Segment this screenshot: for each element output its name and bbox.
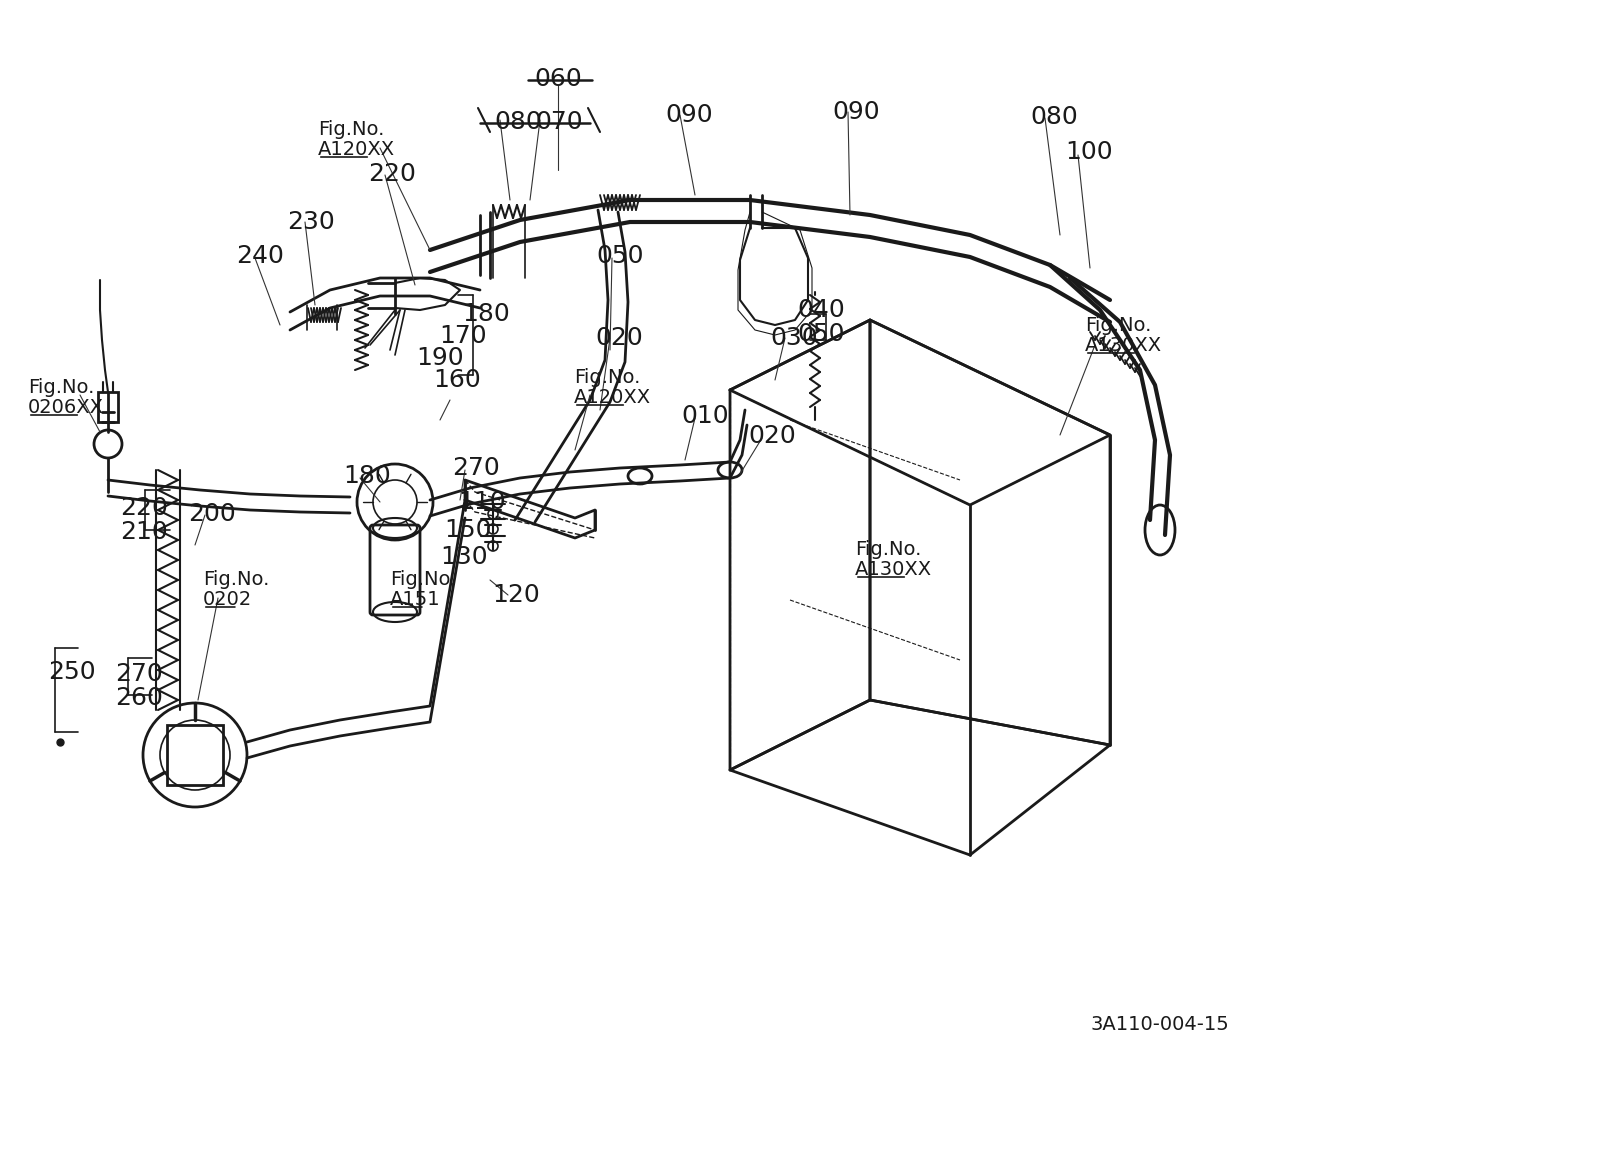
Text: 080: 080	[1030, 104, 1078, 129]
Text: 3A110-004-15: 3A110-004-15	[1090, 1015, 1229, 1034]
Text: Fig.No.: Fig.No.	[1085, 316, 1152, 336]
Text: 090: 090	[666, 103, 712, 127]
Text: 230: 230	[286, 210, 334, 235]
Text: 220: 220	[120, 496, 168, 520]
Text: 100: 100	[1066, 140, 1112, 164]
Text: 020: 020	[749, 424, 795, 448]
Text: 120: 120	[493, 583, 539, 607]
Text: 050: 050	[797, 322, 845, 346]
Text: 270: 270	[453, 456, 499, 479]
Text: 190: 190	[416, 346, 464, 370]
Text: 220: 220	[368, 163, 416, 186]
Text: 070: 070	[534, 110, 582, 134]
Text: 250: 250	[48, 659, 96, 684]
Text: A120XX: A120XX	[574, 388, 651, 408]
Text: 130: 130	[440, 545, 488, 569]
Text: 050: 050	[595, 244, 643, 268]
Text: Fig.No.: Fig.No.	[318, 120, 384, 139]
Text: 180: 180	[342, 464, 390, 488]
Text: Fig.No.: Fig.No.	[574, 368, 640, 387]
Text: Fig.No.: Fig.No.	[203, 570, 269, 589]
Text: 060: 060	[534, 67, 582, 91]
Text: 260: 260	[115, 686, 163, 711]
Text: Fig.No.: Fig.No.	[29, 378, 94, 397]
Text: Fig.No.: Fig.No.	[854, 540, 922, 558]
Text: 0206XX: 0206XX	[29, 398, 104, 417]
Text: 090: 090	[832, 100, 880, 124]
Text: 110: 110	[458, 490, 506, 514]
Text: 270: 270	[115, 662, 163, 686]
Text: 180: 180	[462, 302, 510, 326]
Text: Fig.No.: Fig.No.	[390, 570, 456, 589]
Bar	[98, 392, 118, 421]
Text: 080: 080	[494, 110, 542, 134]
Text: 210: 210	[120, 520, 168, 545]
Text: 030: 030	[770, 326, 818, 349]
Text: 020: 020	[595, 326, 643, 349]
Text: 240: 240	[237, 244, 283, 268]
Text: A151: A151	[390, 590, 440, 610]
Text: 0202: 0202	[203, 590, 253, 610]
Text: A130XX: A130XX	[854, 560, 933, 579]
Text: 200: 200	[189, 502, 235, 526]
Bar	[166, 724, 222, 785]
Text: 010: 010	[682, 404, 728, 428]
Text: 160: 160	[434, 368, 480, 392]
Text: A120XX: A120XX	[318, 140, 395, 159]
Text: 040: 040	[797, 298, 845, 322]
Text: 170: 170	[438, 324, 486, 348]
Text: A130XX: A130XX	[1085, 336, 1162, 355]
Text: 150: 150	[445, 518, 491, 542]
